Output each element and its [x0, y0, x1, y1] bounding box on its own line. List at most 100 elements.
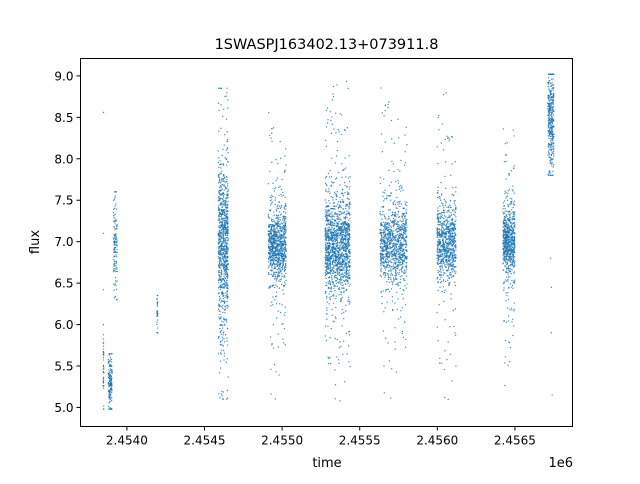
data-point [392, 202, 394, 204]
data-point [332, 202, 334, 204]
data-point [394, 238, 396, 240]
data-point [335, 277, 337, 279]
data-point [342, 228, 344, 230]
data-point [394, 252, 396, 254]
data-point [340, 293, 342, 295]
data-point [326, 122, 329, 124]
data-point [221, 279, 223, 281]
data-point [225, 217, 228, 219]
data-point [223, 341, 226, 343]
data-point [115, 241, 117, 243]
data-point [399, 262, 401, 264]
data-point [444, 319, 446, 321]
data-point [279, 227, 281, 229]
data-point [392, 249, 394, 251]
data-point [340, 238, 342, 240]
data-point [347, 234, 349, 236]
data-point [328, 303, 330, 305]
data-point [336, 242, 338, 245]
data-point [329, 237, 332, 239]
data-point [330, 268, 332, 271]
data-point [437, 340, 439, 342]
data-point [116, 267, 118, 269]
data-point [403, 240, 405, 242]
data-point [114, 223, 116, 225]
data-point [222, 163, 225, 165]
data-point [348, 198, 350, 200]
data-point [385, 229, 387, 231]
data-point [392, 282, 394, 284]
data-point [273, 240, 275, 243]
data-point [271, 245, 273, 247]
data-point [156, 323, 158, 326]
data-point [275, 217, 277, 219]
data-point [225, 281, 227, 283]
data-point [392, 255, 394, 257]
data-point [282, 289, 284, 291]
data-point [224, 250, 226, 252]
data-point [227, 228, 229, 230]
data-point [269, 134, 271, 136]
data-point [397, 264, 399, 266]
data-point [282, 251, 284, 253]
data-point [115, 237, 117, 239]
data-point [331, 278, 333, 280]
data-point [113, 216, 115, 218]
data-point [403, 230, 405, 232]
data-point [217, 247, 220, 249]
data-point [284, 306, 286, 308]
data-point [156, 315, 158, 318]
data-point [225, 361, 227, 363]
data-point [224, 233, 226, 235]
data-point [325, 145, 327, 147]
data-point [328, 268, 330, 270]
data-point [219, 324, 221, 326]
data-point [218, 246, 220, 248]
data-point [273, 275, 275, 277]
data-point [276, 254, 278, 256]
data-point [283, 221, 285, 223]
data-point [222, 311, 224, 313]
data-point [223, 338, 225, 340]
data-point [270, 232, 272, 234]
data-point [454, 200, 456, 202]
data-point [331, 221, 333, 223]
data-point [380, 214, 382, 216]
data-point [113, 265, 115, 267]
data-point [324, 209, 326, 211]
data-point [385, 265, 388, 267]
data-point [337, 222, 339, 224]
data-point [345, 207, 347, 210]
data-point [327, 245, 329, 247]
data-point [450, 241, 452, 243]
data-point [271, 220, 273, 223]
data-point [219, 227, 221, 229]
data-point [449, 242, 451, 244]
data-point [449, 251, 451, 253]
data-point [442, 237, 444, 239]
data-point [108, 353, 110, 355]
data-point [326, 217, 328, 219]
data-point [221, 284, 223, 286]
data-point [341, 272, 343, 274]
data-point [223, 200, 225, 202]
data-point [225, 231, 227, 233]
data-point [333, 234, 335, 236]
data-point [224, 218, 226, 220]
data-point [284, 246, 286, 248]
data-point [401, 246, 403, 248]
data-point [327, 356, 329, 358]
data-point [339, 279, 341, 281]
data-point [335, 264, 337, 266]
data-point [379, 239, 381, 241]
data-point [383, 115, 385, 117]
data-point [268, 241, 270, 243]
data-point [380, 258, 382, 260]
data-point [220, 201, 222, 203]
data-point [345, 231, 347, 233]
data-point [451, 219, 453, 221]
data-point [275, 295, 278, 297]
data-point [331, 277, 333, 279]
data-point [227, 99, 229, 101]
data-point [445, 225, 447, 227]
